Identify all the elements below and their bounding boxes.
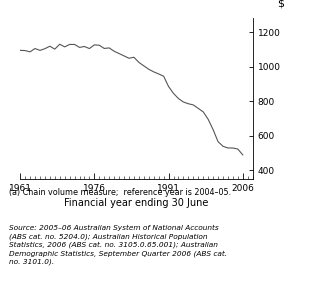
- Text: $: $: [277, 0, 284, 9]
- Text: Source: 2005–06 Australian System of National Accounts
(ABS cat. no. 5204.0); Au: Source: 2005–06 Australian System of Nat…: [9, 225, 228, 265]
- X-axis label: Financial year ending 30 June: Financial year ending 30 June: [64, 198, 209, 208]
- Text: (a) Chain volume measure;  reference year is 2004–05.: (a) Chain volume measure; reference year…: [9, 188, 232, 197]
